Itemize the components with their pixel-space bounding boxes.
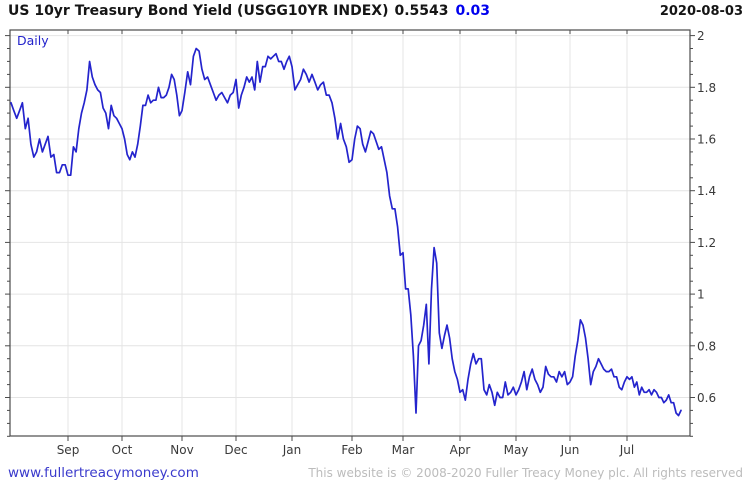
x-axis-label: Jul [619,443,634,457]
y-axis-label: 1.8 [697,81,716,95]
price-line [10,47,682,417]
instrument-change: 0.03 [455,3,491,19]
copyright-text: This website is © 2008-2020 Fuller Treac… [308,466,743,480]
footer: www.fullertreacymoney.com This website i… [8,465,743,481]
x-axis-label: Jan [282,443,302,457]
instrument-title: US 10yr Treasury Bond Yield (USGG10YR IN… [8,3,389,19]
x-axis-label: Dec [224,443,247,457]
x-axis-label: Feb [341,443,362,457]
chart-date: 2020-08-03 [659,4,743,19]
x-axis-label: Oct [112,443,133,457]
y-axis-label: 0.6 [697,391,716,405]
x-axis-label: May [504,443,529,457]
x-axis-label: Jun [560,443,580,457]
footer-link[interactable]: www.fullertreacymoney.com [8,465,199,481]
x-axis-label: Nov [170,443,193,457]
x-axis-label: Mar [392,443,415,457]
y-axis-label: 2 [697,29,705,43]
y-axis-label: 1.6 [697,133,716,147]
page-title: US 10yr Treasury Bond Yield (USGG10YR IN… [8,3,490,19]
y-axis-label: 1.2 [697,236,716,250]
y-axis-label: 0.8 [697,339,716,353]
plot-border [9,29,691,437]
x-axis-label: Apr [450,443,471,457]
y-axis-label: 1 [697,288,705,302]
frequency-label: Daily [17,33,49,48]
header: US 10yr Treasury Bond Yield (USGG10YR IN… [8,3,743,19]
y-axis-label: 1.4 [697,184,716,198]
x-axis-label: Sep [57,443,80,457]
instrument-last-value: 0.5543 [394,3,449,19]
